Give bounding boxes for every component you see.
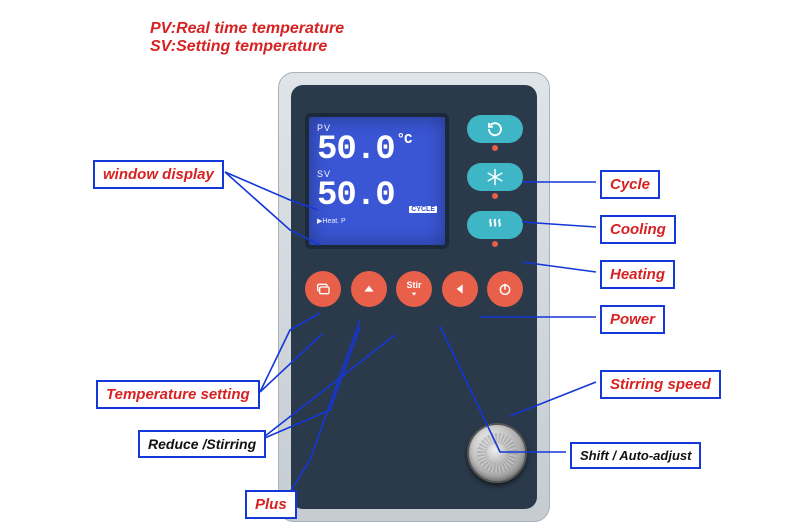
diagram-container: PV:Real time temperature SV:Setting temp… — [0, 0, 800, 531]
cooling-button[interactable] — [467, 163, 523, 191]
control-panel-face: PV 50.0°C SV 50.0 CYCLE ▶Heat. P — [291, 85, 537, 509]
label-temp-setting: Temperature setting — [96, 380, 260, 409]
label-power: Power — [600, 305, 665, 334]
header-legend: PV:Real time temperature SV:Setting temp… — [150, 20, 344, 56]
lcd-sv-label: SV — [317, 169, 437, 179]
cycle-button[interactable] — [467, 115, 523, 143]
stir-down-button[interactable]: Stir — [396, 271, 432, 307]
label-stirring-speed: Stirring speed — [600, 370, 721, 399]
power-button[interactable] — [487, 271, 523, 307]
lcd-pv-label: PV — [317, 123, 437, 133]
set-button[interactable] — [305, 271, 341, 307]
shift-left-button[interactable] — [442, 271, 478, 307]
header-pv: PV:Real time temperature — [150, 20, 344, 38]
bottom-button-row: Stir — [305, 271, 523, 307]
plus-up-button[interactable] — [351, 271, 387, 307]
cycle-indicator — [492, 145, 498, 151]
label-cooling: Cooling — [600, 215, 676, 244]
label-plus: Plus — [245, 490, 297, 519]
stirring-speed-knob[interactable] — [467, 423, 527, 483]
lcd-display: PV 50.0°C SV 50.0 CYCLE ▶Heat. P — [305, 113, 449, 249]
control-panel-bezel: PV 50.0°C SV 50.0 CYCLE ▶Heat. P — [278, 72, 550, 522]
label-cycle: Cycle — [600, 170, 660, 199]
lcd-cycle-tag: CYCLE — [409, 206, 437, 213]
label-reduce-stirring: Reduce /Stirring — [138, 430, 266, 458]
cooling-indicator — [492, 193, 498, 199]
label-heating: Heating — [600, 260, 675, 289]
lcd-pv-value: 50.0°C — [317, 133, 437, 167]
heating-button[interactable] — [467, 211, 523, 239]
label-window-display: window display — [93, 160, 224, 189]
heating-indicator — [492, 241, 498, 247]
lcd-heatp: ▶Heat. P — [317, 217, 437, 225]
lcd-sv-value: 50.0 — [317, 179, 395, 213]
header-sv: SV:Setting temperature — [150, 38, 344, 56]
label-shift-auto: Shift / Auto-adjust — [570, 442, 701, 469]
side-button-column — [467, 115, 523, 247]
